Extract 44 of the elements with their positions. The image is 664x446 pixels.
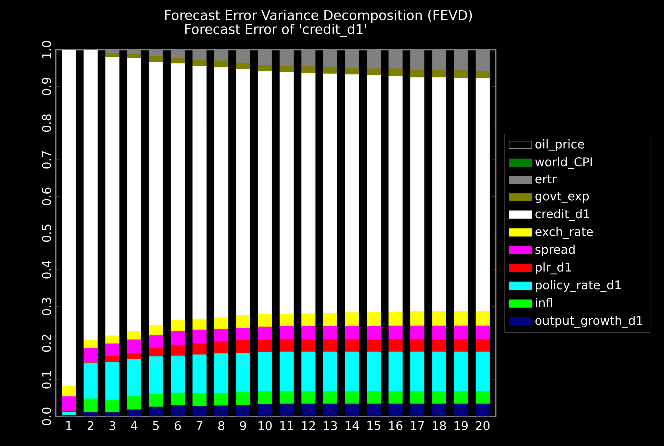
legend-label: policy_rate_d1 xyxy=(536,280,621,292)
y-tick-label: 0.1 xyxy=(42,372,52,389)
y-tick-label: 0.8 xyxy=(42,114,52,132)
x-tick-label: 18 xyxy=(433,421,446,430)
x-tick-label: 3 xyxy=(110,421,116,430)
y-tick-label: 0.9 xyxy=(42,78,52,96)
y-tick-label: 0.0 xyxy=(42,408,52,426)
x-tick-label: 20 xyxy=(476,421,490,430)
x-tick-label: 16 xyxy=(389,421,403,430)
y-tick-label: 0.5 xyxy=(42,224,52,242)
legend-label: oil_price xyxy=(536,140,584,152)
legend-label: govt_exp xyxy=(536,192,590,204)
y-tick-label: 0.6 xyxy=(42,188,52,206)
y-tick-label: 0.7 xyxy=(42,151,52,169)
x-tick-label: 5 xyxy=(153,421,159,430)
legend-label: output_growth_d1 xyxy=(536,316,643,328)
x-tick-label: 19 xyxy=(454,421,468,430)
y-tick-label: 0.4 xyxy=(42,261,52,279)
y-tick-label: 1.0 xyxy=(42,41,52,58)
chart-title: Forecast Error Variance Decomposition (FEVD) xyxy=(165,10,472,23)
x-tick-label: 7 xyxy=(196,421,203,430)
x-tick-label: 2 xyxy=(88,421,94,430)
x-tick-label: 14 xyxy=(346,421,360,430)
x-tick-label: 1 xyxy=(66,421,72,430)
y-tick-label: 0.2 xyxy=(42,334,52,352)
x-tick-label: 4 xyxy=(131,421,138,430)
legend-label: spread xyxy=(536,244,575,256)
legend-label: infl xyxy=(536,298,552,308)
x-tick-label: 6 xyxy=(175,421,182,430)
legend-label: exch_rate xyxy=(536,227,594,240)
x-tick-label: 15 xyxy=(368,421,381,430)
x-tick-label: 8 xyxy=(218,421,225,430)
legend-label: ertr xyxy=(536,175,557,184)
chart-subtitle: Forecast Error of 'credit_d1' xyxy=(186,24,367,38)
x-tick-label: 12 xyxy=(302,421,316,430)
x-tick-label: 13 xyxy=(324,421,338,430)
legend-label: credit_d1 xyxy=(536,209,590,222)
x-tick-label: 10 xyxy=(258,421,272,430)
legend-label: world_CPI xyxy=(536,157,592,170)
legend-label: plr_d1 xyxy=(536,262,572,275)
x-tick-label: 17 xyxy=(411,421,424,430)
x-tick-label: 11 xyxy=(280,421,294,430)
x-tick-label: 9 xyxy=(240,421,246,430)
y-tick-label: 0.3 xyxy=(42,298,52,316)
